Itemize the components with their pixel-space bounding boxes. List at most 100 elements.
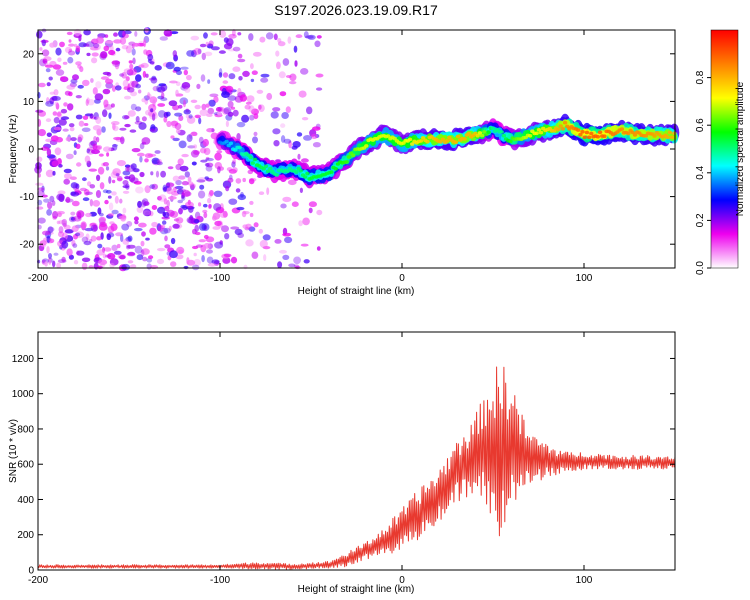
heatmap-speckle (52, 170, 56, 176)
heatmap-ridge-cell (576, 128, 581, 132)
heatmap-speckle (200, 74, 206, 82)
heatmap-speckle (103, 45, 110, 52)
heatmap-speckle (88, 168, 98, 172)
y-tick-label: 0 (28, 566, 34, 577)
heatmap-speckle (108, 49, 116, 56)
heatmap-speckle (221, 91, 230, 98)
colorbar-tick-label: 0.0 (695, 261, 706, 275)
heatmap-speckle (226, 167, 233, 172)
colorbar-ticks: 0.0 0.2 0.4 0.6 0.8 (695, 70, 711, 275)
heatmap-ridge-cell (462, 137, 467, 141)
heatmap-speckle (198, 136, 204, 144)
heatmap-speckle (135, 116, 140, 123)
heatmap-speckle (52, 111, 58, 116)
heatmap-speckle (91, 52, 99, 57)
heatmap-speckle (135, 74, 142, 82)
heatmap-speckle (115, 232, 124, 237)
heatmap-speckle (73, 215, 82, 222)
snr-y-label: SNR (10 * v/v) (8, 419, 19, 483)
y-tick-label: 800 (17, 424, 34, 435)
heatmap-speckle (107, 213, 114, 217)
heatmap-speckle (73, 43, 78, 48)
heatmap-speckle (54, 101, 59, 106)
heatmap-speckle (244, 104, 251, 110)
heatmap-speckle (111, 179, 116, 184)
heatmap-ridge-cell (527, 134, 533, 138)
heatmap-speckle (134, 245, 143, 254)
heatmap-speckle (100, 261, 106, 268)
heatmap-speckle (56, 193, 65, 201)
heatmap-speckle (49, 238, 55, 243)
heatmap-speckle (96, 145, 103, 150)
heatmap-speckle (242, 211, 250, 215)
heatmap-ridge (215, 113, 680, 189)
heatmap-speckle (102, 253, 107, 259)
heatmap-speckle (147, 93, 152, 99)
heatmap-speckle (156, 223, 162, 232)
heatmap-speckle (134, 227, 143, 232)
heatmap-speckle (163, 29, 173, 37)
heatmap-speckle (108, 176, 112, 184)
heatmap-x-axis: -200 -100 0 100 (28, 30, 593, 284)
heatmap-speckle (163, 211, 170, 219)
heatmap-speckle (119, 37, 127, 45)
colorbar-gradient (710, 29, 739, 269)
heatmap-speckle (142, 208, 152, 217)
heatmap-speckle (138, 222, 147, 228)
heatmap-speckle (68, 39, 72, 43)
heatmap-speckle (96, 174, 101, 181)
heatmap-speckle (222, 72, 229, 78)
heatmap-speckle (225, 120, 229, 128)
heatmap-speckle (248, 105, 255, 113)
heatmap-speckle (231, 161, 236, 168)
heatmap-speckle (227, 111, 234, 117)
heatmap-speckle (81, 257, 91, 263)
heatmap-speckle (105, 189, 112, 194)
heatmap-speckle (156, 161, 163, 166)
heatmap-speckle (53, 89, 59, 96)
heatmap-speckle (251, 251, 259, 259)
heatmap-speckle (130, 163, 137, 170)
heatmap-ridge-cell (224, 139, 229, 144)
heatmap-speckle (90, 46, 99, 51)
heatmap-speckle (280, 203, 287, 209)
heatmap-ridge-cell (418, 139, 424, 143)
heatmap-ridge-cell (619, 127, 625, 131)
heatmap-speckle (122, 79, 129, 88)
heatmap-speckle (108, 112, 112, 119)
heatmap-speckle (141, 199, 147, 208)
heatmap-speckle (181, 153, 189, 158)
heatmap-speckle (49, 195, 55, 203)
heatmap-speckle (228, 73, 236, 80)
colorbar-tick-label: 0.2 (695, 213, 706, 227)
heatmap-speckle (168, 100, 178, 107)
heatmap-speckle (150, 128, 156, 132)
heatmap-speckle (206, 256, 214, 264)
heatmap-speckle (223, 37, 229, 43)
heatmap-speckle (92, 200, 101, 207)
y-tick-label: 200 (17, 530, 34, 541)
heatmap-speckle (125, 166, 130, 172)
heatmap-speckle (56, 111, 62, 117)
heatmap-speckle (250, 78, 255, 83)
heatmap-ridge-cell (538, 130, 544, 135)
heatmap-ridge-cell (669, 135, 675, 140)
heatmap-speckle (81, 127, 91, 133)
heatmap-speckle (64, 229, 74, 234)
heatmap-speckle (258, 104, 262, 110)
y-tick-label: 1000 (12, 389, 35, 400)
heatmap-speckle (212, 226, 221, 230)
heatmap-speckle (193, 132, 198, 137)
heatmap-speckle (132, 57, 136, 65)
heatmap-speckle (35, 182, 44, 186)
heatmap-ridge-cell (233, 148, 238, 152)
heatmap-speckle (248, 226, 256, 232)
heatmap-speckle (56, 220, 61, 225)
heatmap-speckle (102, 189, 109, 194)
heatmap-speckle (165, 182, 175, 187)
heatmap-ridge-cell (597, 130, 603, 135)
heatmap-speckle (239, 94, 247, 102)
heatmap-speckle (311, 133, 318, 139)
heatmap-speckle (218, 68, 223, 76)
heatmap-speckle (188, 114, 193, 119)
